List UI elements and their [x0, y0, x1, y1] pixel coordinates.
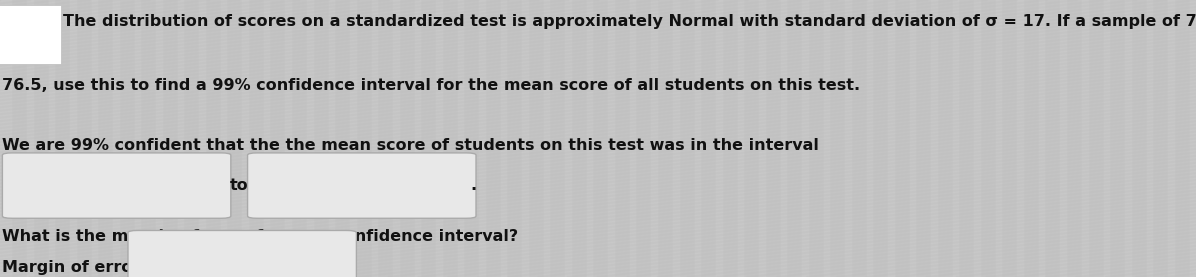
Text: What is the margin of error for your confidence interval?: What is the margin of error for your con…: [2, 229, 519, 243]
FancyBboxPatch shape: [248, 153, 476, 218]
Text: The distribution of scores on a standardized test is approximately Normal with s: The distribution of scores on a standard…: [63, 14, 1196, 29]
Text: .: .: [470, 178, 476, 193]
Text: Margin of error =: Margin of error =: [2, 260, 160, 275]
Text: We are 99% confident that the the mean score of students on this test was in the: We are 99% confident that the the mean s…: [2, 138, 819, 153]
FancyBboxPatch shape: [0, 5, 61, 64]
FancyBboxPatch shape: [128, 230, 356, 277]
Text: to: to: [230, 178, 249, 193]
Text: 76.5, use this to find a 99% confidence interval for the mean score of all stude: 76.5, use this to find a 99% confidence …: [2, 78, 860, 93]
FancyBboxPatch shape: [2, 153, 231, 218]
